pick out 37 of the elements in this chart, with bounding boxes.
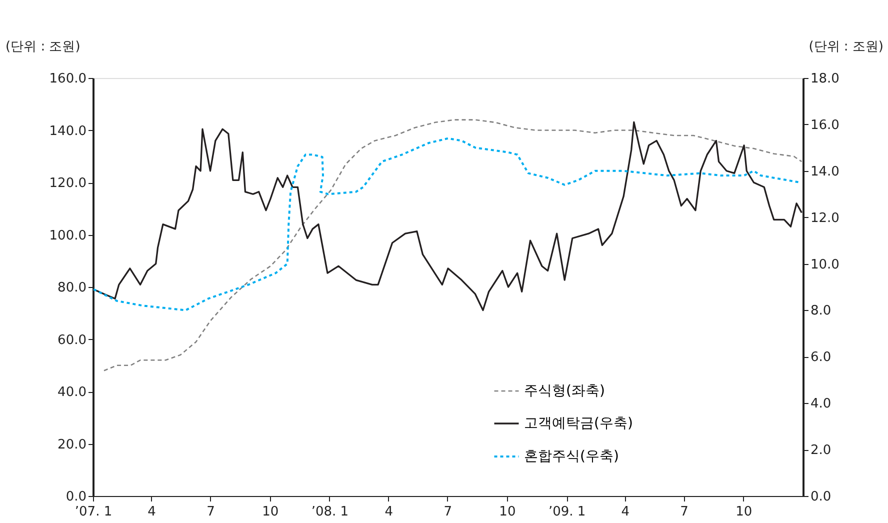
y-tick-label: 20.0: [58, 437, 86, 452]
x-tick-label: ’07. 1: [74, 504, 112, 520]
legend-label: 혼합주식(우축): [524, 448, 619, 464]
y-tick-label: 100.0: [49, 228, 86, 244]
y2-tick-label: 4.0: [810, 396, 832, 412]
y-axis-title: (단위 : 조원): [6, 40, 80, 54]
y2-tick-label: 16.0: [810, 118, 840, 133]
y-tick-label: 60.0: [58, 332, 86, 348]
x-tick-label: ’09. 1: [548, 504, 586, 520]
line-series: [103, 119, 802, 372]
x-tick-label: 10: [499, 504, 516, 520]
y2-tick-label: 12.0: [810, 210, 840, 226]
x-tick-label: 10: [262, 504, 279, 520]
x-tick-label: 7: [206, 504, 215, 520]
y-tick-label: 160.0: [49, 72, 86, 86]
x-tick-label: 10: [736, 504, 752, 520]
x-tick-label: 7: [444, 504, 452, 520]
y2-tick-label: 8.0: [810, 304, 832, 319]
legend-label: 주식형(좌축): [524, 383, 605, 399]
y2-tick-label: 14.0: [810, 164, 840, 180]
y2-tick-label: 10.0: [810, 257, 840, 272]
x-tick-label: 4: [621, 504, 630, 520]
y2-tick-label: 0.0: [810, 490, 832, 504]
x-tick-label: 4: [384, 504, 394, 520]
legend-label: 고객예탁금(우축): [524, 416, 633, 432]
y2-tick-label: 6.0: [810, 350, 832, 366]
y-tick-label: 80.0: [58, 280, 86, 296]
y2-tick-label: 2.0: [810, 443, 832, 458]
y-tick-label: 0.0: [66, 490, 86, 504]
y2-axis-title: (단위 : 조원): [808, 40, 884, 54]
y2-tick-label: 18.0: [810, 72, 840, 86]
y-tick-label: 120.0: [49, 176, 86, 191]
x-tick-label: ’08. 1: [311, 504, 349, 520]
y-tick-label: 40.0: [58, 385, 86, 400]
x-tick-label: 7: [680, 504, 688, 520]
x-tick-label: 4: [148, 504, 156, 520]
y-tick-label: 140.0: [49, 124, 86, 139]
